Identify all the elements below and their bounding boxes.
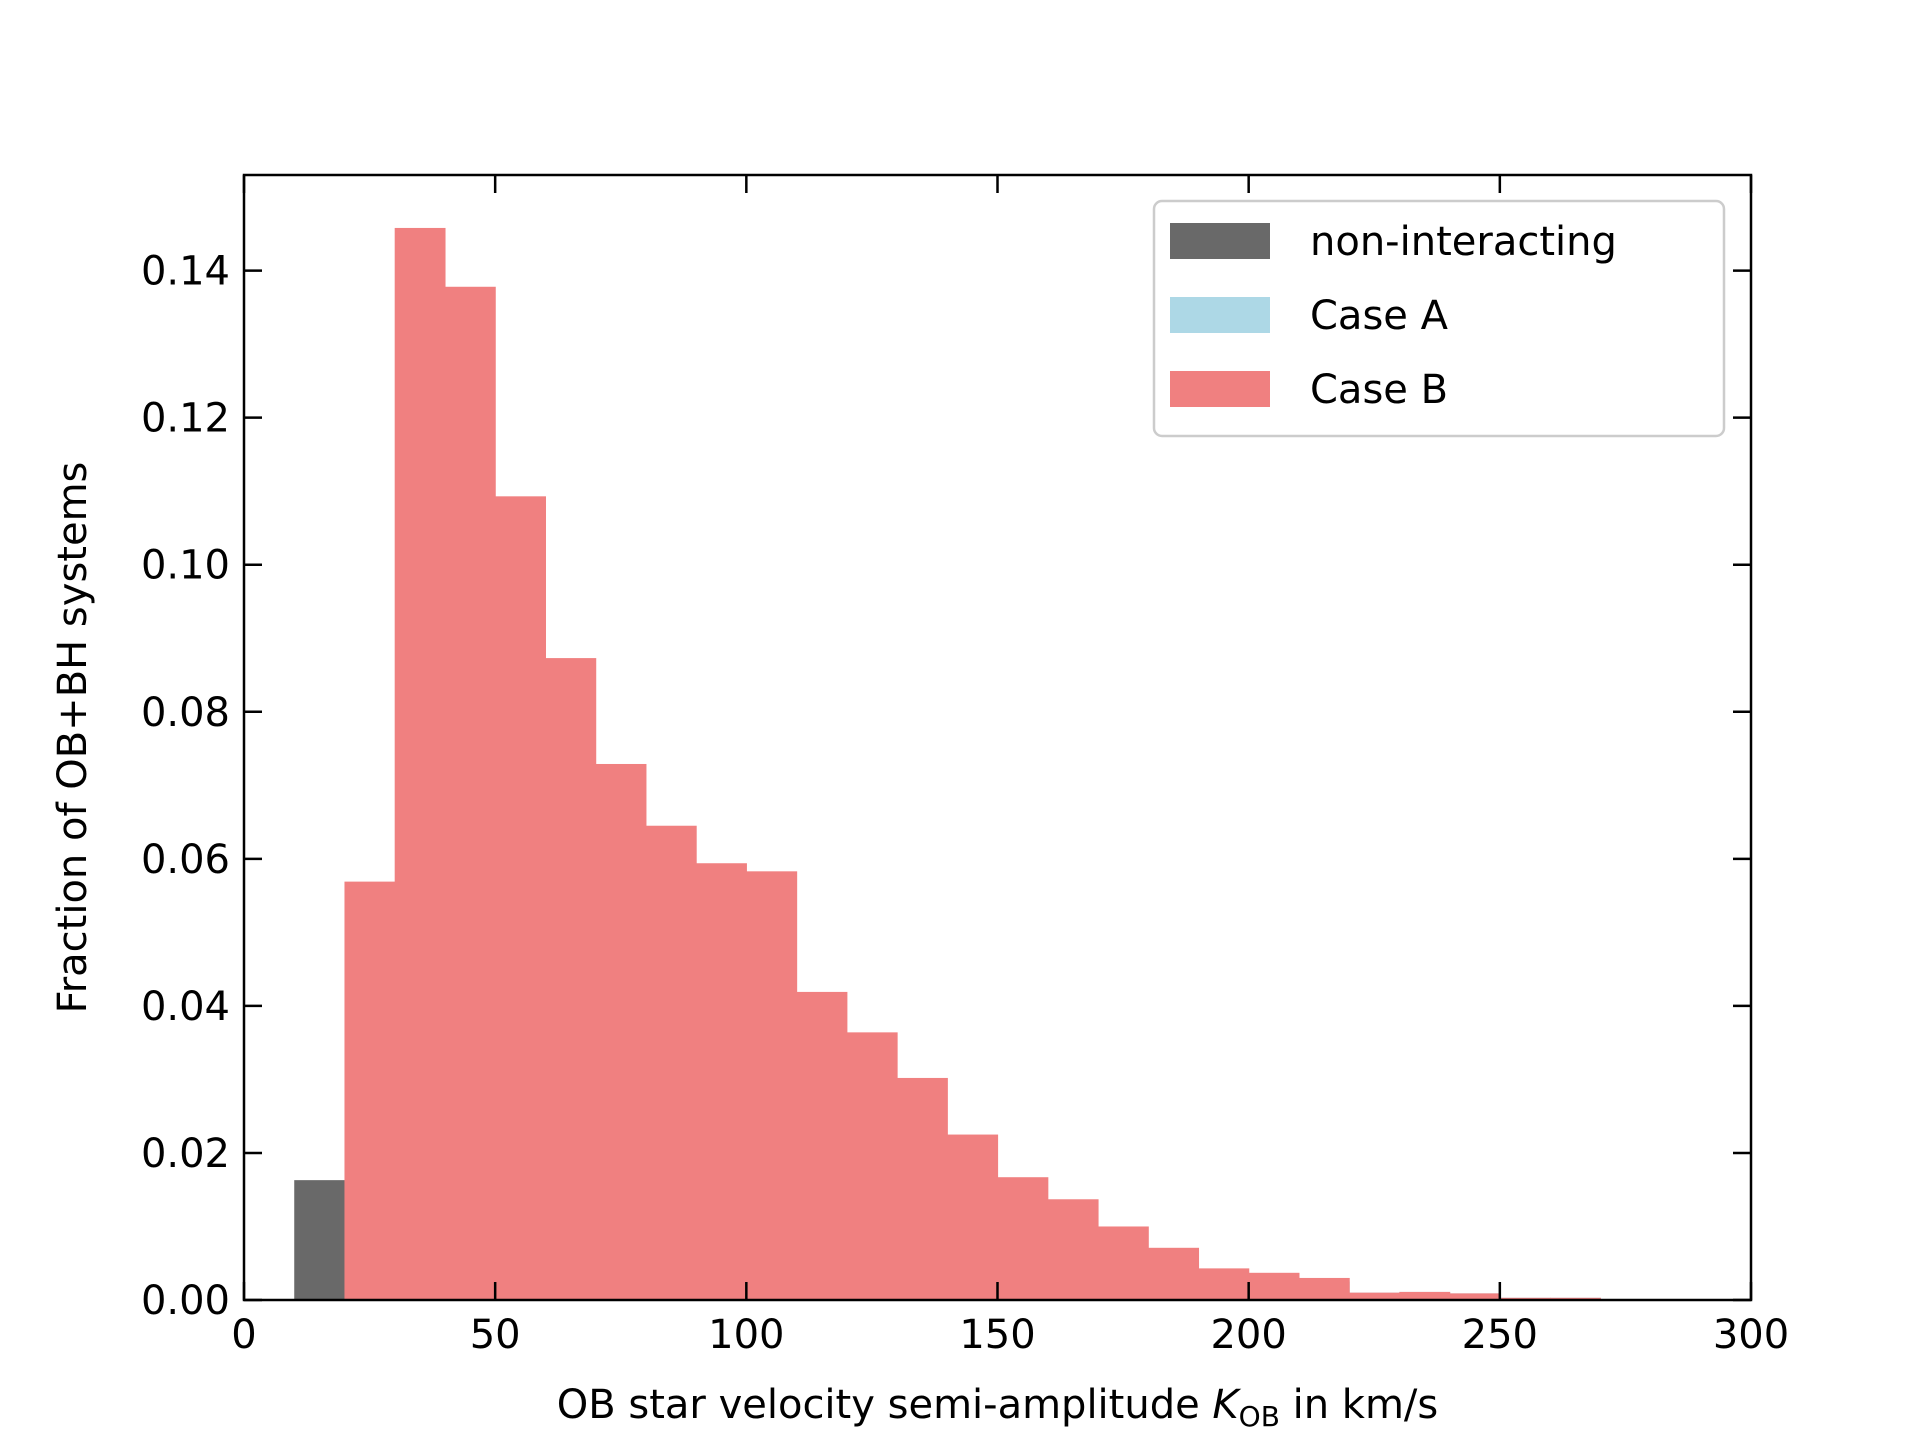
bar-case-b-20: [1248, 1272, 1300, 1300]
bar-case-b-16: [1047, 1199, 1099, 1300]
legend-label-case-b: Case B: [1310, 367, 1448, 413]
legend-label-non-interacting: non-interacting: [1310, 219, 1617, 265]
plot-frame: [242, 173, 1753, 1302]
y-tick-label-3: 0.06: [141, 837, 230, 883]
bars-group: [294, 227, 1601, 1301]
y-tick-label-4: 0.08: [141, 690, 230, 736]
y-tick-label-1: 0.02: [141, 1131, 230, 1177]
x-tick-label-4: 200: [1210, 1312, 1286, 1358]
legend-label-case-a: Case A: [1310, 293, 1449, 339]
bar-case-b-22: [1349, 1292, 1400, 1300]
x-tick-label-3: 150: [959, 1312, 1035, 1358]
bar-case-b-15: [997, 1177, 1049, 1300]
bar-case-b-7: [595, 763, 647, 1300]
y-tick-label-7: 0.14: [141, 249, 230, 295]
bar-case-b-12: [846, 1032, 898, 1300]
x-tick-label-0: 0: [231, 1312, 256, 1358]
x-axis-label: OB star velocity semi-amplitude KOB in k…: [557, 1382, 1439, 1433]
bar-case-b-3: [394, 227, 446, 1301]
bar-case-b-17: [1097, 1226, 1149, 1300]
legend-entries: non-interacting Case A Case B: [1170, 219, 1617, 413]
x-tick-label-6: 300: [1713, 1312, 1789, 1358]
bar-case-b-5: [495, 496, 546, 1301]
legend-box: [1152, 199, 1726, 438]
bar-case-b-8: [645, 825, 697, 1300]
x-tick-label-2: 100: [708, 1312, 784, 1358]
bar-case-b-2: [344, 881, 396, 1300]
x-tick-label-5: 250: [1462, 1312, 1538, 1358]
bar-case-b-19: [1198, 1268, 1250, 1300]
y-axis-label: Fraction of OB+BH systems: [50, 462, 96, 1014]
x-tick-label-1: 50: [470, 1312, 521, 1358]
bar-non-interacting-1: [294, 1180, 346, 1300]
bar-case-b-21: [1298, 1277, 1350, 1300]
tick-labels-group: 0 50 100 150 200 250 300 0.00 0.02 0.04 0.06 0.08 0.…: [141, 249, 1789, 1358]
bar-case-b-9: [696, 863, 747, 1300]
y-tick-label-5: 0.10: [141, 543, 230, 589]
y-tick-label-2: 0.04: [141, 984, 230, 1030]
bar-case-b-13: [897, 1077, 948, 1300]
bar-case-b-24: [1449, 1293, 1501, 1300]
legend: non-interacting Case A Case B: [1152, 199, 1726, 438]
bar-case-b-10: [746, 871, 798, 1300]
y-tick-label-0: 0.00: [141, 1278, 230, 1324]
legend-swatch-case-a: [1170, 297, 1270, 333]
legend-swatch-case-b: [1170, 371, 1270, 407]
bar-case-b-23: [1399, 1291, 1451, 1300]
legend-swatch-non-interacting: [1170, 223, 1270, 259]
bar-case-b-11: [796, 991, 848, 1300]
bar-case-b-14: [947, 1134, 999, 1300]
y-tick-label-6: 0.12: [141, 396, 230, 442]
bar-case-b-6: [545, 658, 597, 1300]
bar-case-b-18: [1148, 1247, 1200, 1300]
bar-case-b-4: [444, 286, 496, 1300]
